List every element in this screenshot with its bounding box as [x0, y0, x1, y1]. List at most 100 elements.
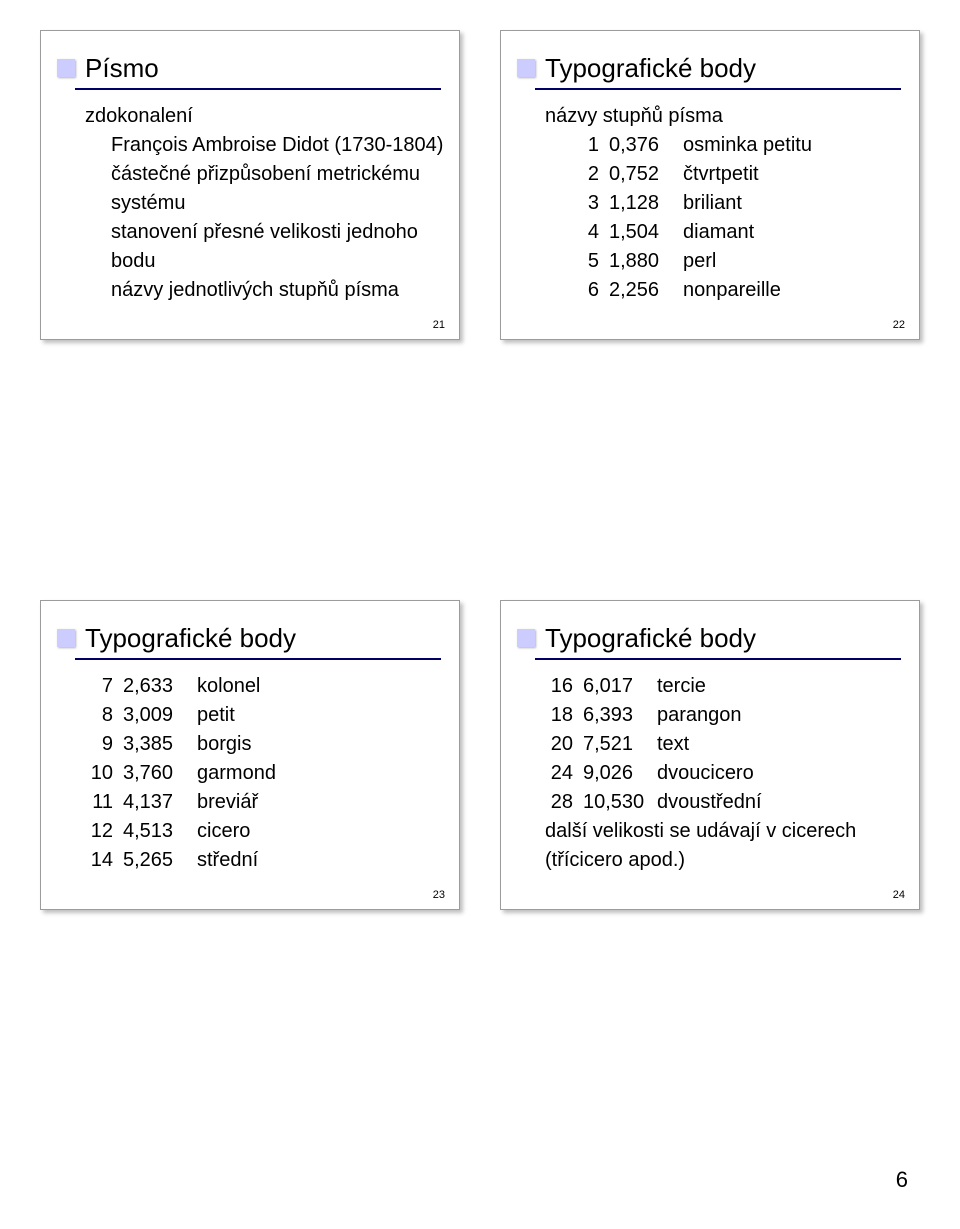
table-row: 10,376osminka petitu: [571, 131, 822, 160]
col-label: text: [657, 730, 772, 759]
col-value: 5,265: [123, 846, 197, 875]
title-underline: [535, 88, 901, 90]
slide-title-row: Písmo: [85, 53, 435, 84]
col-label: borgis: [197, 730, 286, 759]
slide-title-row: Typografické body: [545, 53, 895, 84]
table-row: 207,521text: [545, 730, 772, 759]
col-label: střední: [197, 846, 286, 875]
slide-body: zdokonalení François Ambroise Didot (173…: [85, 102, 435, 305]
table-row: 103,760garmond: [85, 759, 286, 788]
col-index: 28: [545, 788, 583, 817]
col-index: 5: [571, 247, 609, 276]
slide-number: 22: [893, 319, 905, 331]
table-row: 41,504diamant: [571, 218, 822, 247]
body-line: částečné přizpůsobení metrickému systému: [111, 160, 435, 218]
table-row: 114,137breviář: [85, 788, 286, 817]
col-value: 6,393: [583, 701, 657, 730]
table-row: 93,385borgis: [85, 730, 286, 759]
col-value: 2,256: [609, 276, 683, 305]
slide-22: Typografické body názvy stupňů písma 10,…: [500, 30, 920, 340]
col-label: breviář: [197, 788, 286, 817]
col-value: 9,026: [583, 759, 657, 788]
col-index: 8: [85, 701, 123, 730]
col-index: 9: [85, 730, 123, 759]
col-index: 7: [85, 672, 123, 701]
col-index: 11: [85, 788, 123, 817]
body-line: (třícicero apod.): [545, 846, 895, 875]
body-heading: názvy stupňů písma: [545, 102, 895, 131]
col-value: 0,752: [609, 160, 683, 189]
table-row: 186,393parangon: [545, 701, 772, 730]
title-square-icon: [517, 59, 535, 77]
col-value: 1,128: [609, 189, 683, 218]
table-row: 62,256nonpareille: [571, 276, 822, 305]
col-index: 14: [85, 846, 123, 875]
slide-title: Typografické body: [545, 53, 756, 83]
table-row: 83,009petit: [85, 701, 286, 730]
title-square-icon: [517, 629, 535, 647]
col-label: petit: [197, 701, 286, 730]
col-index: 12: [85, 817, 123, 846]
col-label: diamant: [683, 218, 822, 247]
col-label: briliant: [683, 189, 822, 218]
col-value: 0,376: [609, 131, 683, 160]
page-number: 6: [896, 1167, 908, 1193]
col-label: cicero: [197, 817, 286, 846]
col-value: 1,504: [609, 218, 683, 247]
slide-title: Typografické body: [545, 623, 756, 653]
body-line: názvy jednotlivých stupňů písma: [111, 276, 435, 305]
col-value: 3,760: [123, 759, 197, 788]
slide-title: Typografické body: [85, 623, 296, 653]
col-value: 7,521: [583, 730, 657, 759]
slide-body: 72,633kolonel 83,009petit 93,385borgis 1…: [85, 672, 435, 875]
slide-number: 24: [893, 889, 905, 901]
col-index: 6: [571, 276, 609, 305]
slide-grid: Písmo zdokonalení François Ambroise Dido…: [40, 30, 920, 910]
col-index: 1: [571, 131, 609, 160]
title-underline: [75, 88, 441, 90]
col-index: 4: [571, 218, 609, 247]
col-index: 20: [545, 730, 583, 759]
col-value: 2,633: [123, 672, 197, 701]
col-label: tercie: [657, 672, 772, 701]
table-row: 249,026dvoucicero: [545, 759, 772, 788]
slide-number: 21: [433, 319, 445, 331]
col-index: 10: [85, 759, 123, 788]
table-row: 72,633kolonel: [85, 672, 286, 701]
col-value: 4,137: [123, 788, 197, 817]
slide-23: Typografické body 72,633kolonel 83,009pe…: [40, 600, 460, 910]
col-value: 4,513: [123, 817, 197, 846]
slide-21: Písmo zdokonalení François Ambroise Dido…: [40, 30, 460, 340]
col-label: perl: [683, 247, 822, 276]
col-value: 3,385: [123, 730, 197, 759]
table-row: 2810,530dvoustřední: [545, 788, 772, 817]
col-index: 16: [545, 672, 583, 701]
slide-24: Typografické body 166,017tercie 186,393p…: [500, 600, 920, 910]
col-value: 10,530: [583, 788, 657, 817]
col-label: dvoucicero: [657, 759, 772, 788]
slide-number: 23: [433, 889, 445, 901]
slide-title-row: Typografické body: [545, 623, 895, 654]
col-index: 24: [545, 759, 583, 788]
col-label: čtvrtpetit: [683, 160, 822, 189]
table-row: 31,128briliant: [571, 189, 822, 218]
slide-body: 166,017tercie 186,393parangon 207,521tex…: [545, 672, 895, 875]
data-table: 72,633kolonel 83,009petit 93,385borgis 1…: [85, 672, 286, 875]
data-table: 166,017tercie 186,393parangon 207,521tex…: [545, 672, 772, 817]
body-line: zdokonalení: [85, 102, 435, 131]
title-square-icon: [57, 59, 75, 77]
col-label: osminka petitu: [683, 131, 822, 160]
body-line: stanovení přesné velikosti jednoho bodu: [111, 218, 435, 276]
slide-title: Písmo: [85, 53, 159, 83]
table-row: 51,880perl: [571, 247, 822, 276]
col-label: dvoustřední: [657, 788, 772, 817]
col-label: garmond: [197, 759, 286, 788]
col-index: 2: [571, 160, 609, 189]
col-label: nonpareille: [683, 276, 822, 305]
body-line: další velikosti se udávají v cicerech: [545, 817, 895, 846]
title-underline: [535, 658, 901, 660]
table-row: 166,017tercie: [545, 672, 772, 701]
title-square-icon: [57, 629, 75, 647]
table-row: 124,513cicero: [85, 817, 286, 846]
slide-title-row: Typografické body: [85, 623, 435, 654]
